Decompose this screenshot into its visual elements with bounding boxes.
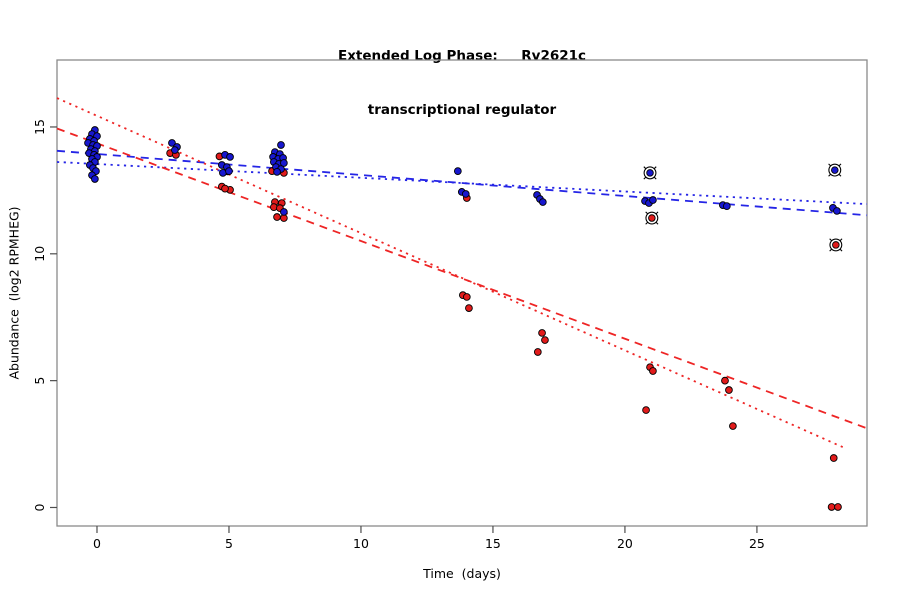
data-point-blue-points	[833, 207, 841, 215]
data-point-red-points	[834, 503, 842, 511]
data-point-blue-points	[226, 153, 234, 161]
x-tick-label: 20	[617, 536, 633, 551]
data-point-blue-points	[538, 198, 547, 206]
x-tick-label: 25	[749, 536, 765, 551]
data-point-red-points-flagged	[648, 214, 656, 222]
data-point-blue-points	[171, 146, 179, 154]
x-tick-label: 0	[93, 536, 101, 551]
trend-line-blue-dotted	[56, 161, 868, 205]
x-tick-label: 15	[485, 536, 501, 551]
data-point-red-points	[721, 376, 729, 385]
y-tick-label: 0	[32, 503, 47, 511]
data-point-red-points	[462, 293, 471, 301]
y-tick-label: 15	[32, 119, 47, 135]
data-point-red-points	[829, 454, 838, 462]
data-point-blue-points	[273, 168, 281, 176]
data-point-blue-points	[722, 202, 731, 210]
data-point-blue-points	[225, 167, 233, 175]
data-point-red-points	[533, 348, 542, 356]
plot-frame	[56, 59, 868, 527]
data-point-blue-points	[649, 196, 657, 204]
data-point-blue-points-flagged	[831, 166, 839, 174]
y-tick-label: 10	[32, 246, 47, 262]
data-point-blue-points	[280, 159, 288, 167]
data-point-blue-points	[453, 167, 462, 175]
x-tick-label: 10	[353, 536, 369, 551]
data-point-red-points	[729, 422, 737, 430]
data-point-blue-points-flagged	[646, 169, 654, 177]
trend-line-red-dotted	[56, 97, 844, 448]
data-point-blue-points	[168, 139, 176, 147]
y-tick-label: 5	[32, 377, 47, 385]
x-tick-label: 5	[225, 536, 233, 551]
data-point-blue-points	[280, 208, 288, 216]
trend-line-blue-dashed	[56, 149, 868, 217]
data-point-red-points-flagged	[832, 241, 840, 249]
data-point-blue-points	[461, 190, 470, 198]
chart-title-line2: transcriptional regulator	[367, 102, 557, 118]
data-point-red-points	[538, 329, 546, 337]
data-point-red-points	[827, 503, 836, 511]
y-axis-label: Abundance (log2 RPMHEG)	[6, 206, 22, 380]
trend-line-red-dashed	[56, 127, 868, 430]
data-point-blue-points	[277, 141, 285, 149]
data-point-red-points	[221, 184, 229, 193]
data-point-red-points	[649, 367, 657, 375]
data-point-red-points	[725, 386, 733, 394]
data-point-red-points	[642, 406, 650, 414]
data-point-blue-points	[91, 175, 99, 183]
data-point-red-points	[465, 304, 473, 312]
data-point-red-points	[541, 336, 549, 344]
data-point-red-points	[273, 213, 281, 221]
x-axis-label: Time (days)	[423, 566, 501, 581]
